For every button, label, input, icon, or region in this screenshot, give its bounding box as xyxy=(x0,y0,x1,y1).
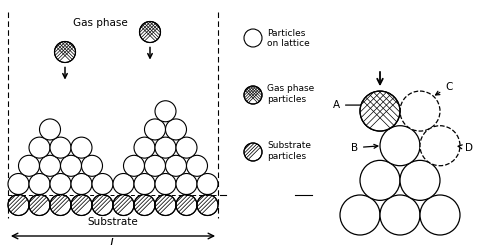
Circle shape xyxy=(50,137,71,158)
Circle shape xyxy=(380,195,420,235)
Text: Particles: Particles xyxy=(267,28,306,37)
Circle shape xyxy=(134,195,155,216)
Circle shape xyxy=(134,173,155,195)
Text: particles: particles xyxy=(267,95,306,103)
Circle shape xyxy=(8,195,29,216)
Circle shape xyxy=(155,137,176,158)
Circle shape xyxy=(166,155,186,176)
Circle shape xyxy=(244,143,262,161)
Circle shape xyxy=(54,41,76,62)
Circle shape xyxy=(340,195,380,235)
Circle shape xyxy=(155,101,176,122)
Circle shape xyxy=(71,173,92,195)
Circle shape xyxy=(71,195,92,216)
Circle shape xyxy=(360,91,400,131)
Circle shape xyxy=(144,119,166,140)
Circle shape xyxy=(50,173,71,195)
Circle shape xyxy=(29,173,50,195)
Circle shape xyxy=(360,160,400,200)
Circle shape xyxy=(166,119,186,140)
Text: particles: particles xyxy=(267,151,306,160)
Text: Substrate: Substrate xyxy=(267,140,311,149)
Text: L: L xyxy=(110,236,116,245)
Circle shape xyxy=(380,126,420,166)
Circle shape xyxy=(420,195,460,235)
Circle shape xyxy=(244,86,262,104)
Circle shape xyxy=(60,155,82,176)
Circle shape xyxy=(134,137,155,158)
Circle shape xyxy=(124,155,144,176)
Circle shape xyxy=(113,173,134,195)
Circle shape xyxy=(71,137,92,158)
Circle shape xyxy=(29,137,50,158)
Text: Gas phase: Gas phase xyxy=(72,18,128,28)
Circle shape xyxy=(29,195,50,216)
Circle shape xyxy=(197,195,218,216)
Circle shape xyxy=(400,160,440,200)
Circle shape xyxy=(197,173,218,195)
Text: Substrate: Substrate xyxy=(88,217,138,227)
Text: A: A xyxy=(333,100,366,110)
Circle shape xyxy=(18,155,40,176)
Circle shape xyxy=(155,173,176,195)
Circle shape xyxy=(176,195,197,216)
Text: Gas phase: Gas phase xyxy=(267,84,314,93)
Circle shape xyxy=(155,195,176,216)
Circle shape xyxy=(186,155,208,176)
Circle shape xyxy=(40,119,60,140)
Circle shape xyxy=(40,155,60,176)
Text: C: C xyxy=(436,82,452,95)
Circle shape xyxy=(50,195,71,216)
Circle shape xyxy=(244,29,262,47)
Circle shape xyxy=(140,22,160,42)
Circle shape xyxy=(176,173,197,195)
Text: B: B xyxy=(351,143,378,153)
Text: on lattice: on lattice xyxy=(267,39,310,49)
Circle shape xyxy=(420,126,460,166)
Circle shape xyxy=(82,155,102,176)
Circle shape xyxy=(8,173,29,195)
Circle shape xyxy=(113,195,134,216)
Circle shape xyxy=(92,195,113,216)
Circle shape xyxy=(92,173,113,195)
Text: D: D xyxy=(458,143,473,153)
Circle shape xyxy=(144,155,166,176)
Circle shape xyxy=(176,137,197,158)
Circle shape xyxy=(400,91,440,131)
